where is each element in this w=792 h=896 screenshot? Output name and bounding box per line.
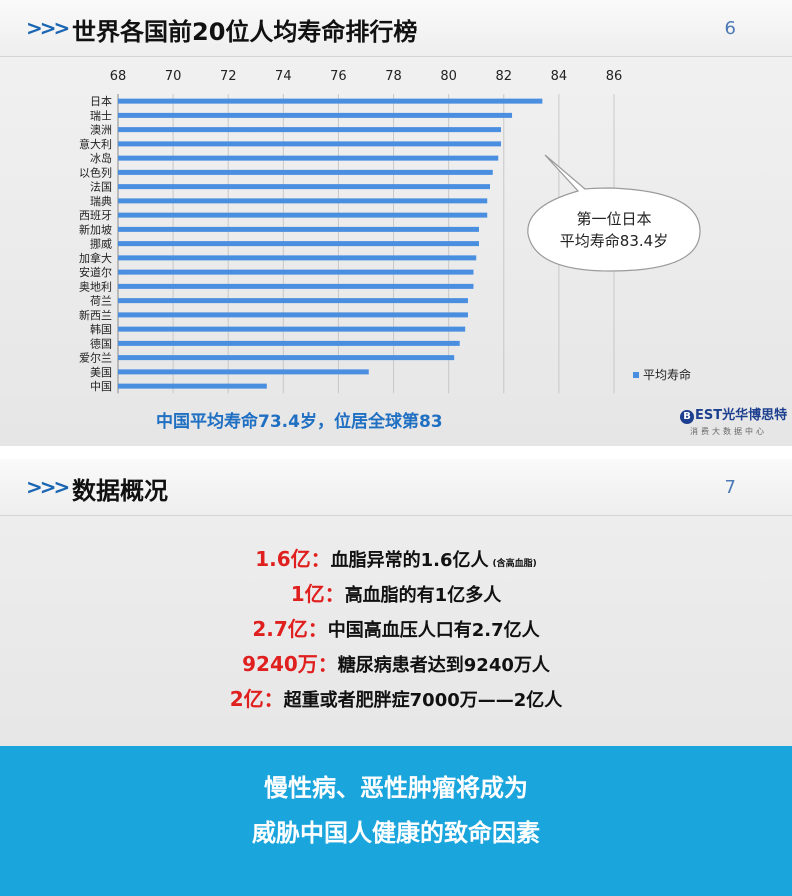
bar [118, 369, 369, 375]
x-tick-label: 76 [330, 69, 347, 84]
chart-legend: 平均寿命 [633, 367, 691, 382]
bar [118, 198, 488, 204]
triple-chevron-icon: >>> [26, 16, 70, 40]
category-label: 中国 [90, 380, 112, 393]
stat-number: 1亿： [290, 582, 345, 606]
callout-line-1: 第一位日本 [576, 210, 651, 228]
category-label: 西班牙 [79, 209, 112, 222]
bar [118, 283, 474, 289]
category-label: 加拿大 [79, 251, 112, 265]
stat-number: 2亿： [229, 687, 284, 711]
page-number: 7 [724, 477, 736, 498]
stat-text: 中国高血压人口有2.7亿人 [327, 620, 540, 641]
bar [118, 298, 468, 304]
brand-logo: B EST光华博思特 消费大数据中心 [680, 404, 790, 438]
triple-chevron-icon: >>> [26, 475, 70, 499]
bar [118, 127, 502, 133]
stat-text: 糖尿病患者达到9240万人 [337, 655, 550, 676]
category-label: 意大利 [79, 137, 112, 151]
stat-text: 血脂异常的1.6亿人 [330, 550, 489, 571]
slide-data-overview: >>> 数据概况 7 1.6亿： 血脂异常的1.6亿人 (含高血脂) 1亿： 高血脂的… [0, 459, 792, 896]
bar [118, 383, 267, 389]
category-label: 荷兰 [90, 295, 112, 308]
category-label: 美国 [90, 366, 112, 379]
bar [118, 155, 499, 161]
x-tick-label: 86 [606, 69, 623, 84]
stat-text: 超重或者肥胖症7000万——2亿人 [283, 690, 563, 711]
china-caption: 中国平均寿命73.4岁，位居全球第83 [156, 412, 443, 432]
stat-note: (含高血脂) [492, 559, 537, 569]
brand-subtitle: 消费大数据中心 [690, 427, 767, 436]
legend-swatch [633, 372, 639, 378]
category-label: 瑞典 [90, 194, 112, 208]
banner-line-1: 慢性病、恶性肿瘤将成为 [264, 774, 528, 802]
bar [118, 312, 468, 318]
category-label: 新西兰 [79, 308, 112, 322]
stat-item: 1亿： 高血脂的有1亿多人 [0, 578, 792, 613]
bar [118, 169, 493, 175]
bar [118, 269, 474, 275]
bar [118, 255, 477, 261]
bar [118, 355, 455, 361]
slide-life-expectancy: >>> 世界各国前20位人均寿命排行榜 6 68 70 72 74 76 78 80 82 84… [0, 0, 792, 446]
banner-line-2: 威胁中国人健康的致命因素 [252, 819, 540, 847]
stat-item: 1.6亿： 血脂异常的1.6亿人 (含高血脂) [0, 543, 792, 578]
category-label: 澳洲 [90, 124, 112, 137]
stat-text: 高血脂的有1亿多人 [344, 585, 502, 606]
brand-name: EST光华博思特 [695, 408, 788, 423]
slide-title-bar: >>> 世界各国前20位人均寿命排行榜 6 [0, 0, 792, 57]
category-label: 安道尔 [79, 265, 112, 279]
category-label: 日本 [90, 94, 112, 108]
page-number: 6 [724, 18, 736, 39]
bar [118, 141, 502, 147]
callout-line-2: 平均寿命83.4岁 [560, 232, 668, 250]
bar [118, 98, 543, 104]
category-label: 德国 [90, 336, 112, 350]
x-tick-label: 80 [440, 69, 457, 84]
life-expectancy-chart: 68 70 72 74 76 78 80 82 84 86 日本瑞士澳洲意大利冰岛以色列法国瑞典西… [79, 69, 701, 394]
slide-title: 数据概况 [72, 477, 168, 505]
x-tick-label: 70 [165, 69, 182, 84]
brand-b-icon: B [680, 410, 694, 424]
bar [118, 226, 479, 232]
x-tick-label: 72 [220, 69, 237, 84]
bar [118, 340, 460, 346]
category-label: 挪威 [90, 237, 112, 251]
callout-bubble: 第一位日本 平均寿命83.4岁 [527, 154, 701, 272]
stat-number: 2.7亿： [252, 617, 328, 641]
stat-item: 2亿： 超重或者肥胖症7000万——2亿人 [0, 683, 792, 718]
category-label: 奥地利 [79, 279, 112, 293]
category-label: 瑞士 [90, 108, 112, 122]
category-label: 法国 [90, 180, 112, 194]
bar [118, 212, 488, 218]
conclusion-banner: 慢性病、恶性肿瘤将成为 威胁中国人健康的致命因素 [0, 746, 792, 896]
category-label: 韩国 [90, 322, 112, 336]
x-tick-label: 82 [496, 69, 513, 84]
x-tick-label: 68 [110, 69, 127, 84]
category-label: 新加坡 [79, 222, 112, 236]
category-label: 以色列 [79, 165, 112, 179]
stat-item: 9240万： 糖尿病患者达到9240万人 [0, 648, 792, 683]
stat-number: 9240万： [242, 652, 338, 676]
category-label: 冰岛 [90, 151, 112, 165]
bar [118, 241, 479, 247]
stat-number: 1.6亿： [255, 547, 331, 571]
slide-title: 世界各国前20位人均寿命排行榜 [72, 18, 418, 46]
legend-label: 平均寿命 [643, 367, 691, 382]
x-tick-label: 78 [385, 69, 402, 84]
category-label: 爱尔兰 [79, 352, 112, 365]
stats-list: 1.6亿： 血脂异常的1.6亿人 (含高血脂) 1亿： 高血脂的有1亿多人 2.7亿：… [0, 543, 792, 718]
x-tick-label: 74 [275, 69, 292, 84]
stat-item: 2.7亿： 中国高血压人口有2.7亿人 [0, 613, 792, 648]
slide-title-bar: >>> 数据概况 7 [0, 459, 792, 516]
bar [118, 184, 490, 190]
bar [118, 112, 513, 118]
bar [118, 326, 466, 332]
x-tick-label: 84 [551, 69, 568, 84]
